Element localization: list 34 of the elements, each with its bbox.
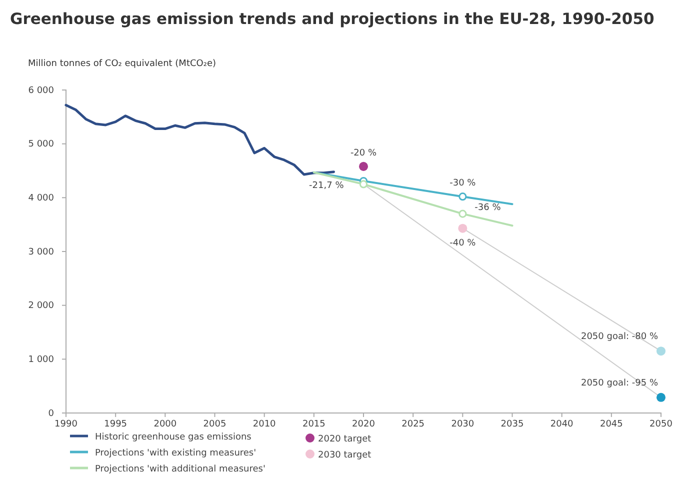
- annotation: -21,7 %: [309, 180, 344, 191]
- annotation: -30 %: [450, 178, 476, 189]
- annotation: -20 %: [350, 148, 377, 158]
- legend-label: Historic greenhouse gas emissions: [95, 432, 252, 442]
- y-tick-label: 0: [48, 408, 54, 419]
- x-tick-label: 2040: [550, 419, 574, 430]
- y-tick-label: 2 000: [28, 301, 54, 312]
- x-tick-label: 1995: [104, 419, 128, 430]
- x-tick-label: 2015: [302, 419, 326, 430]
- annotation: -36 %: [474, 202, 502, 213]
- legend-label: Projections 'with existing measures': [95, 448, 256, 458]
- legend-label: 2020 target: [318, 434, 372, 444]
- y-axis-title: Million tonnes of CO₂ equivalent (MtCO₂e): [28, 59, 216, 69]
- x-tick-label: 2010: [252, 419, 276, 430]
- legend-label: 2030 target: [318, 450, 372, 460]
- annotation: 2050 goal: -95 %: [580, 378, 658, 388]
- legend-label: Projections 'with additional measures': [95, 464, 266, 474]
- x-tick-label: 2000: [154, 419, 177, 430]
- x-tick-label: 2035: [500, 419, 524, 430]
- annotation: -40 %: [450, 238, 476, 248]
- annotation: 2050 goal: -80 %: [580, 332, 658, 342]
- x-tick-label: 2020: [352, 419, 376, 430]
- x-tick-label: 2045: [600, 419, 623, 430]
- y-tick-label: 5 000: [28, 140, 54, 150]
- y-tick-label: 4 000: [28, 194, 54, 204]
- y-tick-label: 6 000: [28, 86, 54, 96]
- x-tick-label: 2050: [650, 419, 673, 430]
- x-tick-label: 2005: [203, 419, 226, 430]
- chart-title: Greenhouse gas emission trends and projections in the EU-28, 1990-2050: [10, 10, 654, 28]
- x-tick-label: 2030: [451, 419, 474, 430]
- x-tick-label: 1990: [54, 419, 78, 430]
- x-tick-label: 2025: [402, 419, 425, 430]
- y-tick-label: 1 000: [28, 355, 54, 366]
- y-tick-label: 3 000: [28, 247, 54, 258]
